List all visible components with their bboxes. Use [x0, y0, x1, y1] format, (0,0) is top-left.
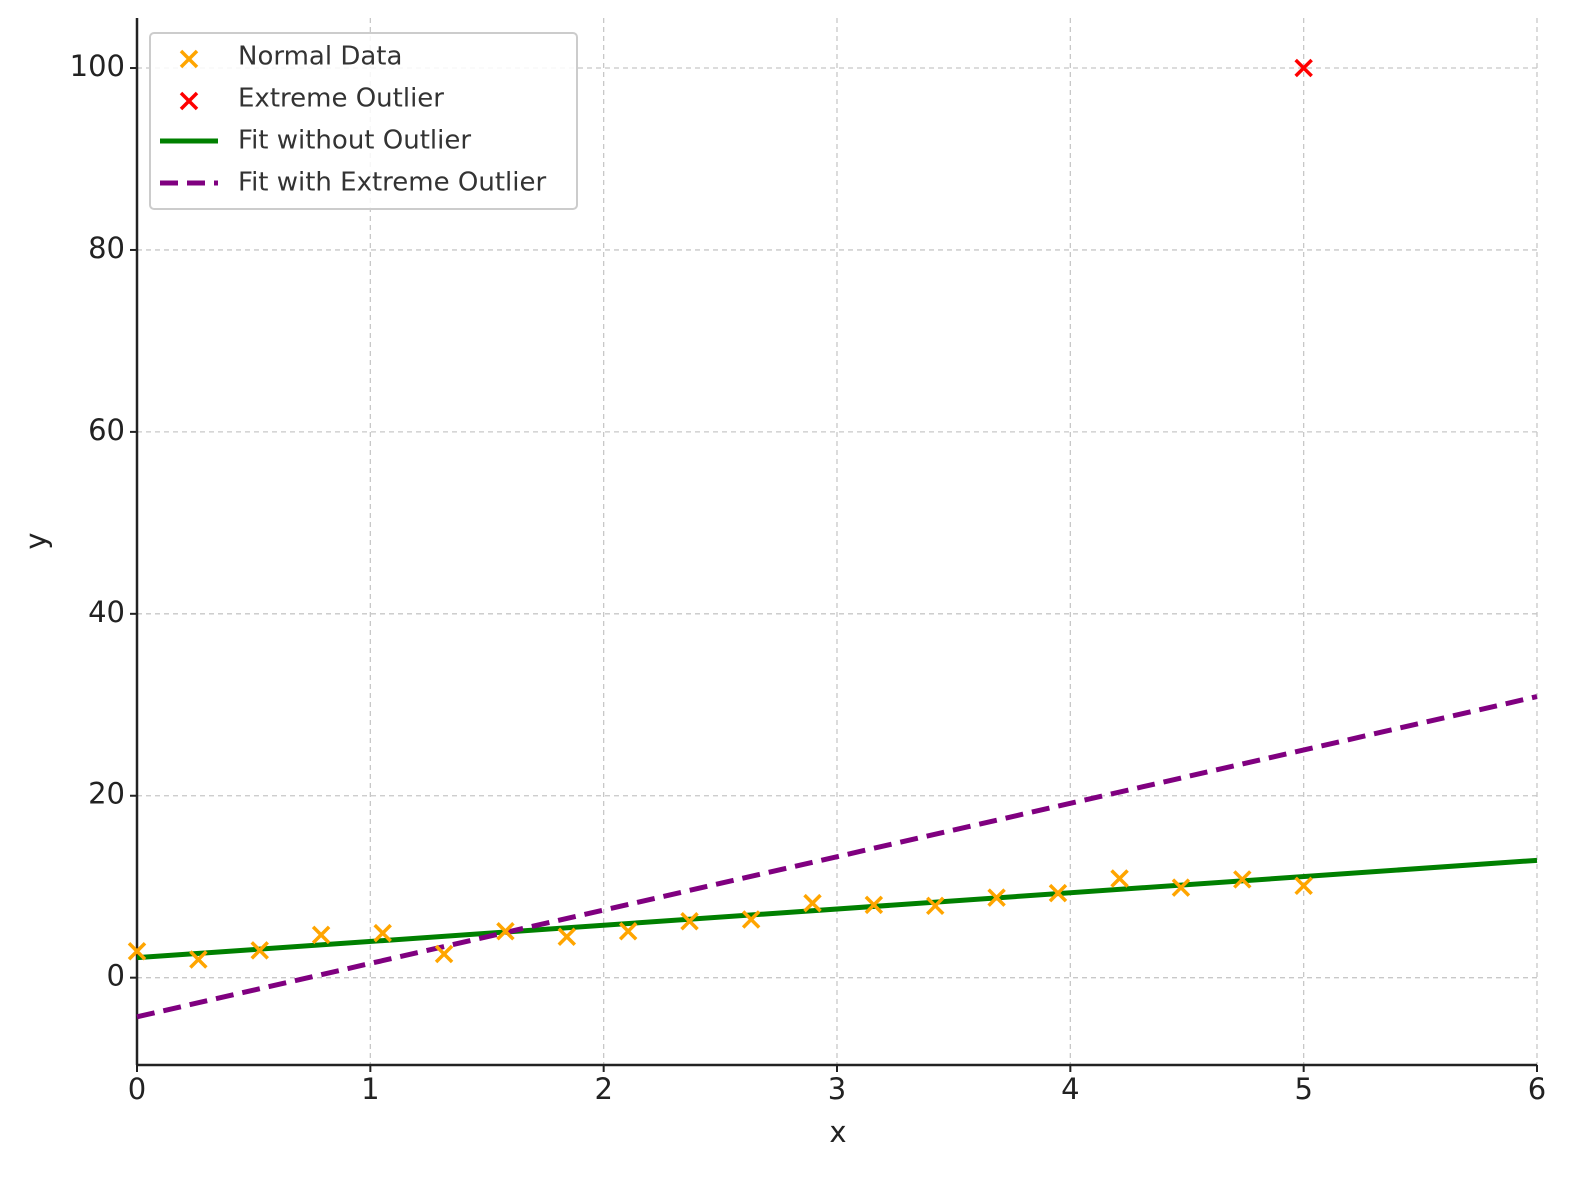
legend-box — [149, 32, 578, 210]
x-tick-label: 5 — [1294, 1072, 1312, 1106]
fit-line — [136, 857, 1538, 961]
y-tick-label: 60 — [88, 413, 125, 447]
point — [864, 895, 884, 915]
point — [557, 927, 577, 946]
x-tick-label: 3 — [828, 1072, 846, 1106]
y-tick-label: 100 — [70, 49, 125, 83]
y-tick-label: 40 — [88, 595, 125, 629]
y-tick-label: 20 — [88, 777, 125, 811]
point — [250, 941, 269, 960]
point — [987, 888, 1006, 907]
point — [1048, 883, 1068, 903]
point — [925, 896, 945, 916]
legend-swatch — [179, 49, 199, 69]
point — [1110, 869, 1129, 888]
legend-label: Normal Data — [238, 42, 402, 72]
point — [1294, 58, 1313, 78]
point — [680, 912, 699, 931]
x-tick-label: 6 — [1528, 1072, 1546, 1106]
point — [496, 922, 515, 941]
point — [311, 925, 331, 945]
fit-line — [136, 694, 1538, 1020]
x-tick-label: 0 — [128, 1072, 146, 1106]
y-tick-label: 0 — [107, 959, 125, 993]
point — [741, 910, 761, 929]
point — [434, 944, 454, 964]
point — [1171, 878, 1191, 897]
x-tick-label: 1 — [361, 1072, 379, 1106]
x-axis-label: x — [829, 1115, 846, 1149]
y-tick-label: 80 — [88, 231, 125, 265]
point — [127, 942, 147, 961]
legend-swatch — [179, 91, 199, 111]
y-axis-label: y — [19, 532, 53, 549]
point — [618, 922, 638, 941]
point — [189, 950, 208, 969]
legend-label: Fit without Outlier — [238, 126, 471, 156]
legend-label: Extreme Outlier — [238, 84, 444, 114]
legend: Normal Data Extreme Outlier Fit without Ou… — [149, 32, 578, 210]
point — [1294, 876, 1313, 896]
point — [803, 893, 822, 913]
point — [1233, 870, 1252, 889]
x-tick-label: 4 — [1061, 1072, 1079, 1106]
x-tick-label: 2 — [594, 1072, 612, 1106]
point — [373, 923, 392, 943]
legend-label: Fit with Extreme Outlier — [238, 168, 546, 198]
